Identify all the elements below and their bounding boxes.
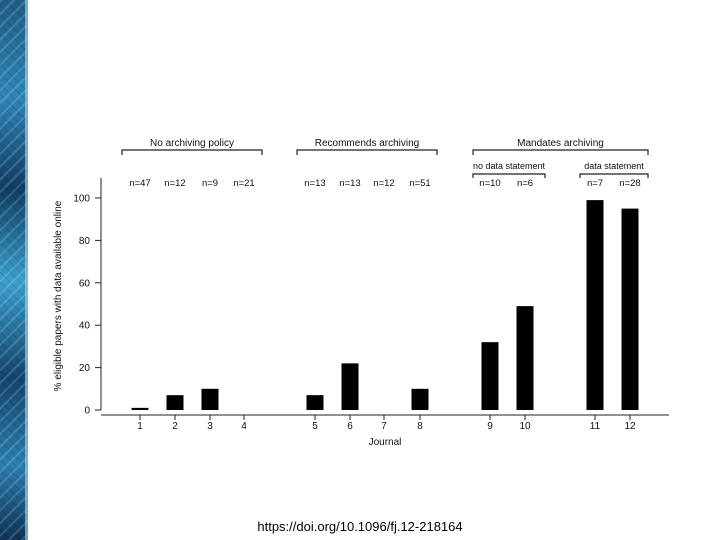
x-axis-title: Journal <box>369 437 402 448</box>
sample-size-label: n=51 <box>409 178 430 189</box>
sample-size-label: n=12 <box>373 178 394 189</box>
group-label: Mandates archiving <box>517 138 604 149</box>
group-bracket <box>121 149 263 155</box>
subgroup-label: no data statement <box>473 161 546 171</box>
bar-journal-12 <box>621 208 639 410</box>
sample-size-label: n=13 <box>339 178 360 189</box>
group-bracket <box>472 149 649 155</box>
bar-journal-6 <box>341 363 359 410</box>
group-bracket <box>296 149 438 155</box>
x-tick-label: 3 <box>207 421 213 432</box>
bar-journal-5 <box>306 395 324 410</box>
bar-journal-3 <box>201 388 219 410</box>
sample-size-label: n=7 <box>587 178 603 189</box>
x-tick-label: 11 <box>590 421 601 432</box>
decorative-side-strip <box>0 0 28 540</box>
x-tick-label: 7 <box>381 421 387 432</box>
x-tick-label: 12 <box>624 421 636 432</box>
x-tick-label: 10 <box>519 421 531 432</box>
doi-link[interactable]: https://doi.org/10.1096/fj.12-218164 <box>257 519 463 534</box>
bar-journal-1 <box>131 407 149 410</box>
x-axis-ticks: 1 2 3 4 5 6 7 8 9 10 11 12 <box>137 415 636 432</box>
bar-journal-10 <box>516 306 534 410</box>
y-tick-label: 80 <box>79 236 91 247</box>
sample-size-label: n=10 <box>479 178 500 189</box>
sample-size-label: n=6 <box>517 178 533 189</box>
sample-size-label: n=13 <box>304 178 325 189</box>
bar-series <box>131 200 639 410</box>
bar-journal-9 <box>481 342 499 410</box>
sample-size-label: n=21 <box>233 178 254 189</box>
subgroup-bracket <box>579 173 649 178</box>
sample-size-labels: n=47 n=12 n=9 n=21 n=13 n=13 n=12 n=51 n=10 n=6 n=… <box>129 178 640 189</box>
group-label: Recommends archiving <box>315 138 420 149</box>
sample-size-label: n=47 <box>129 178 150 189</box>
y-tick-label: 20 <box>79 363 91 374</box>
x-tick-label: 8 <box>417 421 423 432</box>
y-tick-label: 40 <box>79 321 91 332</box>
sample-size-label: n=9 <box>202 178 218 189</box>
y-tick-label: 60 <box>79 278 91 289</box>
x-tick-label: 5 <box>312 421 318 432</box>
group-brackets: No archiving policy Recommends archiving M… <box>121 138 649 178</box>
group-label: No archiving policy <box>150 138 234 149</box>
bar-journal-8 <box>411 388 429 410</box>
y-tick-label: 0 <box>84 406 90 417</box>
x-tick-label: 2 <box>172 421 178 432</box>
y-axis-ticks: 0 20 40 60 80 100 <box>73 194 101 417</box>
bar-journal-11 <box>586 200 604 410</box>
x-tick-label: 9 <box>487 421 493 432</box>
x-tick-label: 1 <box>137 421 143 432</box>
x-tick-label: 4 <box>241 421 247 432</box>
sample-size-label: n=28 <box>619 178 640 189</box>
x-tick-label: 6 <box>347 421 353 432</box>
y-tick-label: 100 <box>73 194 90 205</box>
y-axis-title: % eligible papers with data available on… <box>53 200 64 391</box>
sample-size-label: n=12 <box>164 178 185 189</box>
bar-journal-2 <box>166 395 184 410</box>
subgroup-label: data statement <box>584 161 644 171</box>
subgroup-bracket <box>472 173 546 178</box>
